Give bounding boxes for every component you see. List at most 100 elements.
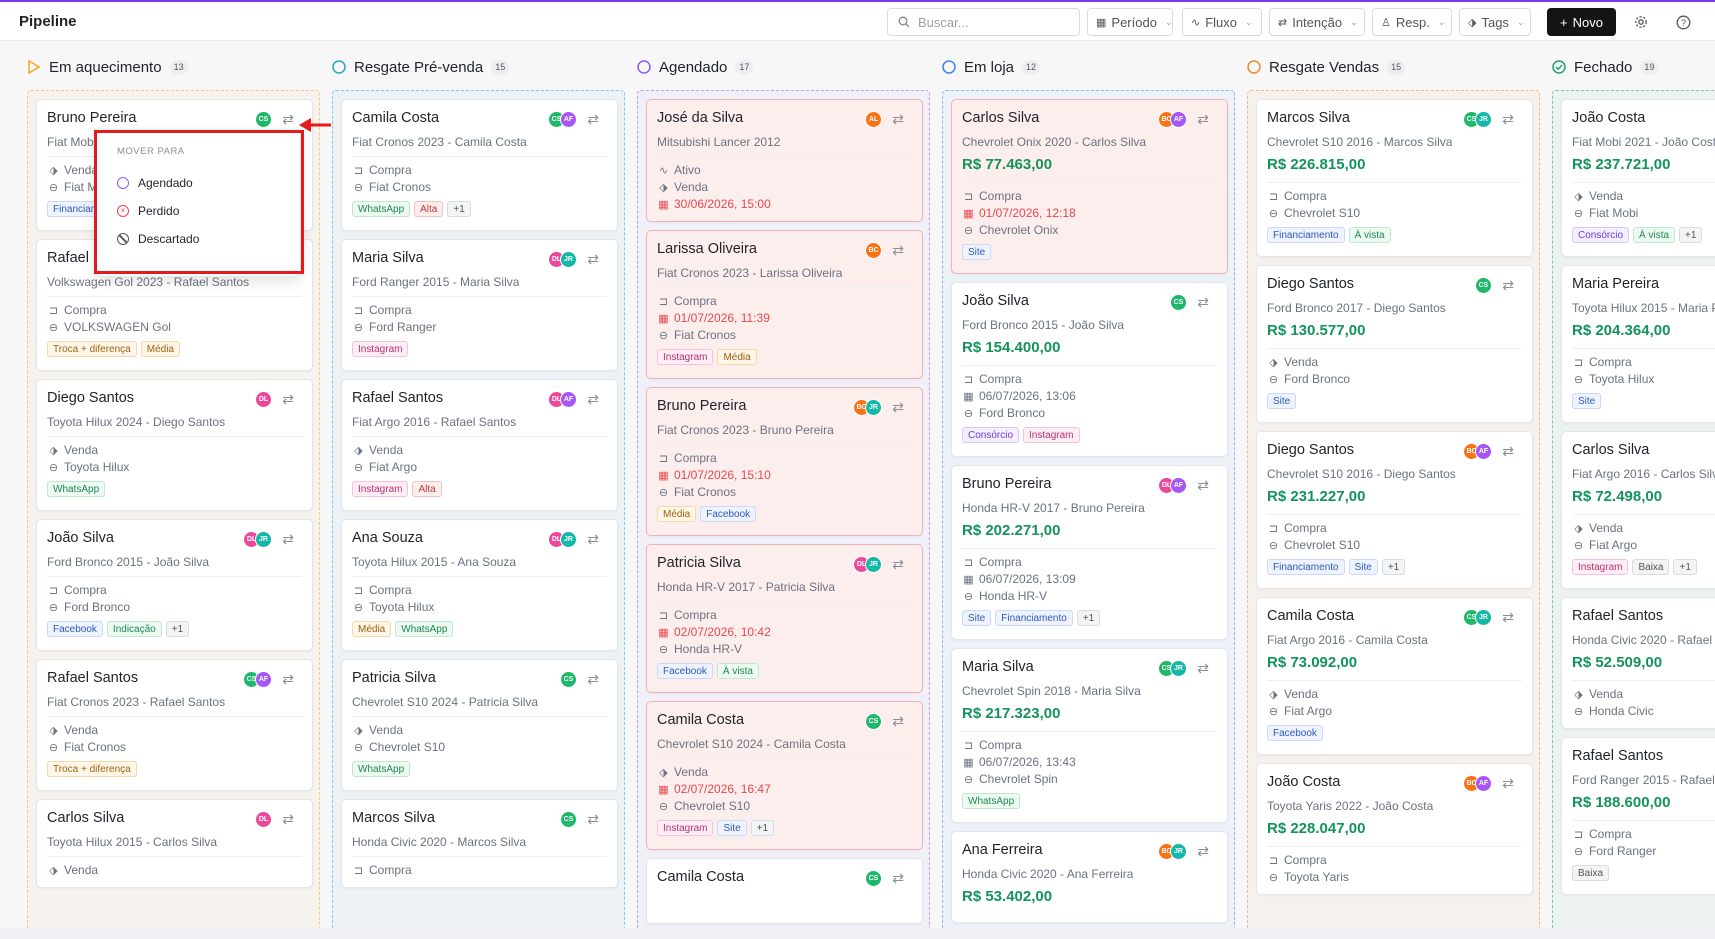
filter-tags-button[interactable]: ⬗ Tags ⌄ xyxy=(1459,8,1531,36)
deal-card[interactable]: Diego Santos Toyota Hilux 2024 - Diego Sa… xyxy=(36,379,313,511)
deal-card[interactable]: Patricia Silva Honda HR-V 2017 - Patricia… xyxy=(646,544,923,693)
deal-vehicle: Chevrolet S10 2016 - Marcos Silva xyxy=(1267,135,1453,149)
move-swap-icon[interactable]: ⇄ xyxy=(892,713,904,729)
bottom-scrollbar[interactable] xyxy=(0,928,1715,939)
move-swap-icon[interactable]: ⇄ xyxy=(282,391,294,407)
deal-card[interactable]: Camila Costa CS ⇄ xyxy=(646,858,923,924)
deal-detail-line: ⊖ Toyota Hilux xyxy=(352,599,434,615)
filter-fluxo-button[interactable]: ∿ Fluxo ⌄ xyxy=(1182,8,1262,36)
move-swap-icon[interactable]: ⇄ xyxy=(587,251,599,267)
car-icon: ⊖ xyxy=(1573,845,1584,858)
deal-card[interactable]: João Costa Fiat Mobi 2021 - João Costa R$ … xyxy=(1561,99,1715,257)
pipeline-column: Em loja 12 Carlos Silva Chevrolet Onix 2020… xyxy=(942,41,1235,939)
avatar: AF xyxy=(1475,443,1492,460)
user-icon: ♙ xyxy=(1381,16,1391,29)
move-swap-icon[interactable]: ⇄ xyxy=(892,399,904,415)
calendar-icon: ▦ xyxy=(658,198,669,211)
move-swap-icon[interactable]: ⇄ xyxy=(587,811,599,827)
deal-card[interactable]: Rafael Santos Fiat Cronos 2023 - Rafael S… xyxy=(36,659,313,791)
deal-card[interactable]: Ana Souza Toyota Hilux 2015 - Ana Souza DL… xyxy=(341,519,618,651)
move-swap-icon[interactable]: ⇄ xyxy=(1502,609,1514,625)
move-to-perdido[interactable]: × Perdido xyxy=(97,197,300,225)
move-swap-icon[interactable]: ⇄ xyxy=(587,111,599,127)
deal-card[interactable]: Bruno Pereira Honda HR-V 2017 - Bruno Per… xyxy=(951,465,1228,640)
detail-text: Fiat Cronos xyxy=(674,485,737,499)
calendar-icon: ▦ xyxy=(658,626,669,639)
help-icon[interactable]: ? xyxy=(1672,11,1694,33)
move-to-menu-title: MOVER PARA xyxy=(117,146,185,157)
move-to-descartado[interactable]: Descartado xyxy=(97,225,300,253)
detail-text: Compra xyxy=(1284,853,1327,867)
deal-card[interactable]: João Silva Ford Bronco 2015 - João Silva R… xyxy=(951,282,1228,457)
column-header: Agendado 17 xyxy=(637,57,754,77)
detail-text: 30/06/2026, 15:00 xyxy=(674,197,771,211)
deal-card[interactable]: Carlos Silva Toyota Hilux 2015 - Carlos S… xyxy=(36,799,313,888)
purple-circle-icon xyxy=(117,177,129,189)
move-swap-icon[interactable]: ⇄ xyxy=(1502,443,1514,459)
deal-card[interactable]: Maria Pereira Toyota Hilux 2015 - Maria P… xyxy=(1561,265,1715,423)
move-swap-icon[interactable]: ⇄ xyxy=(1502,775,1514,791)
deal-card[interactable]: Rafael Santos Ford Ranger 2015 - Rafael S… xyxy=(1561,737,1715,895)
deal-card[interactable]: Bruno Pereira Fiat Cronos 2023 - Bruno Pe… xyxy=(646,387,923,536)
deal-name: Maria Silva xyxy=(352,250,424,266)
move-swap-icon[interactable]: ⇄ xyxy=(1197,477,1209,493)
assignee-avatars: CS xyxy=(560,671,577,688)
deal-card[interactable]: Carlos Silva Fiat Argo 2016 - Carlos Silv… xyxy=(1561,431,1715,589)
deal-card[interactable]: Rafael Santos Fiat Argo 2016 - Rafael San… xyxy=(341,379,618,511)
move-swap-icon[interactable]: ⇄ xyxy=(587,531,599,547)
deal-card[interactable]: Carlos Silva Chevrolet Onix 2020 - Carlos… xyxy=(951,99,1228,274)
move-swap-icon[interactable]: ⇄ xyxy=(892,556,904,572)
move-swap-icon[interactable]: ⇄ xyxy=(1502,277,1514,293)
deal-card[interactable]: Maria Silva Ford Ranger 2015 - Maria Silv… xyxy=(341,239,618,371)
filter-resp-button[interactable]: ♙ Resp. ⌄ xyxy=(1372,8,1452,36)
deal-card[interactable]: Camila Costa Chevrolet S10 2024 - Camila … xyxy=(646,701,923,850)
deal-card[interactable]: Camila Costa Fiat Argo 2016 - Camila Cost… xyxy=(1256,597,1533,755)
deal-card[interactable]: José da Silva Mitsubishi Lancer 2012 AL ⇄ ∿ A… xyxy=(646,99,923,222)
deal-card[interactable]: Rafael Santos Honda Civic 2020 - Rafael S… xyxy=(1561,597,1715,729)
detail-text: Venda xyxy=(674,765,709,779)
assignee-avatars: BC AF xyxy=(1158,111,1187,128)
move-swap-icon[interactable]: ⇄ xyxy=(1502,111,1514,127)
tag-badge: Instagram xyxy=(352,341,409,357)
move-swap-icon[interactable]: ⇄ xyxy=(282,111,294,127)
deal-card[interactable]: Marcos Silva Chevrolet S10 2016 - Marcos … xyxy=(1256,99,1533,257)
move-swap-icon[interactable]: ⇄ xyxy=(892,242,904,258)
deal-card[interactable]: Marcos Silva Honda Civic 2020 - Marcos Si… xyxy=(341,799,618,888)
tag-badge: Alta xyxy=(412,481,442,497)
deal-card[interactable]: Maria Silva Chevrolet Spin 2018 - Maria S… xyxy=(951,648,1228,823)
move-swap-icon[interactable]: ⇄ xyxy=(1197,294,1209,310)
move-swap-icon[interactable]: ⇄ xyxy=(282,531,294,547)
tag-icon: ⬗ xyxy=(1574,190,1583,203)
deal-card[interactable]: Patricia Silva Chevrolet S10 2024 - Patri… xyxy=(341,659,618,791)
deal-card[interactable]: Diego Santos Chevrolet S10 2016 - Diego S… xyxy=(1256,431,1533,589)
deal-card[interactable]: João Silva Ford Bronco 2015 - João Silva D… xyxy=(36,519,313,651)
deal-name: Maria Silva xyxy=(962,659,1034,675)
filter-perodo-button[interactable]: ▦ Período ⌄ xyxy=(1087,8,1173,36)
deal-card[interactable]: Diego Santos Ford Bronco 2017 - Diego San… xyxy=(1256,265,1533,423)
deal-vehicle: Fiat Argo 2016 - Carlos Silva xyxy=(1572,467,1715,481)
deal-card[interactable]: Camila Costa Fiat Cronos 2023 - Camila Co… xyxy=(341,99,618,231)
filter-inteno-button[interactable]: ⇄ Intenção ⌄ xyxy=(1269,8,1365,36)
move-swap-icon[interactable]: ⇄ xyxy=(1197,660,1209,676)
move-swap-icon[interactable]: ⇄ xyxy=(892,111,904,127)
deal-card[interactable]: Larissa Oliveira Fiat Cronos 2023 - Laris… xyxy=(646,230,923,379)
menu-item-label: Perdido xyxy=(138,204,180,218)
settings-gear-icon[interactable] xyxy=(1630,11,1652,33)
search-input[interactable]: Buscar... xyxy=(887,8,1080,36)
new-button[interactable]: + Novo xyxy=(1547,8,1616,36)
deal-vehicle: Chevrolet Onix 2020 - Carlos Silva xyxy=(962,135,1147,149)
flow-icon: ∿ xyxy=(1191,16,1201,29)
move-swap-icon[interactable]: ⇄ xyxy=(587,671,599,687)
deal-price: R$ 72.498,00 xyxy=(1572,488,1663,505)
move-swap-icon[interactable]: ⇄ xyxy=(282,811,294,827)
deal-name: João Costa xyxy=(1267,774,1341,790)
deal-card[interactable]: João Costa Toyota Yaris 2022 - João Costa… xyxy=(1256,763,1533,895)
deal-tags: Consórcio À vista +1 xyxy=(1572,227,1703,243)
move-swap-icon[interactable]: ⇄ xyxy=(892,870,904,886)
deal-card[interactable]: Ana Ferreira Honda Civic 2020 - Ana Ferre… xyxy=(951,831,1228,923)
move-swap-icon[interactable]: ⇄ xyxy=(587,391,599,407)
move-swap-icon[interactable]: ⇄ xyxy=(1197,843,1209,859)
move-to-agendado[interactable]: Agendado xyxy=(97,169,300,197)
move-swap-icon[interactable]: ⇄ xyxy=(1197,111,1209,127)
move-swap-icon[interactable]: ⇄ xyxy=(282,671,294,687)
